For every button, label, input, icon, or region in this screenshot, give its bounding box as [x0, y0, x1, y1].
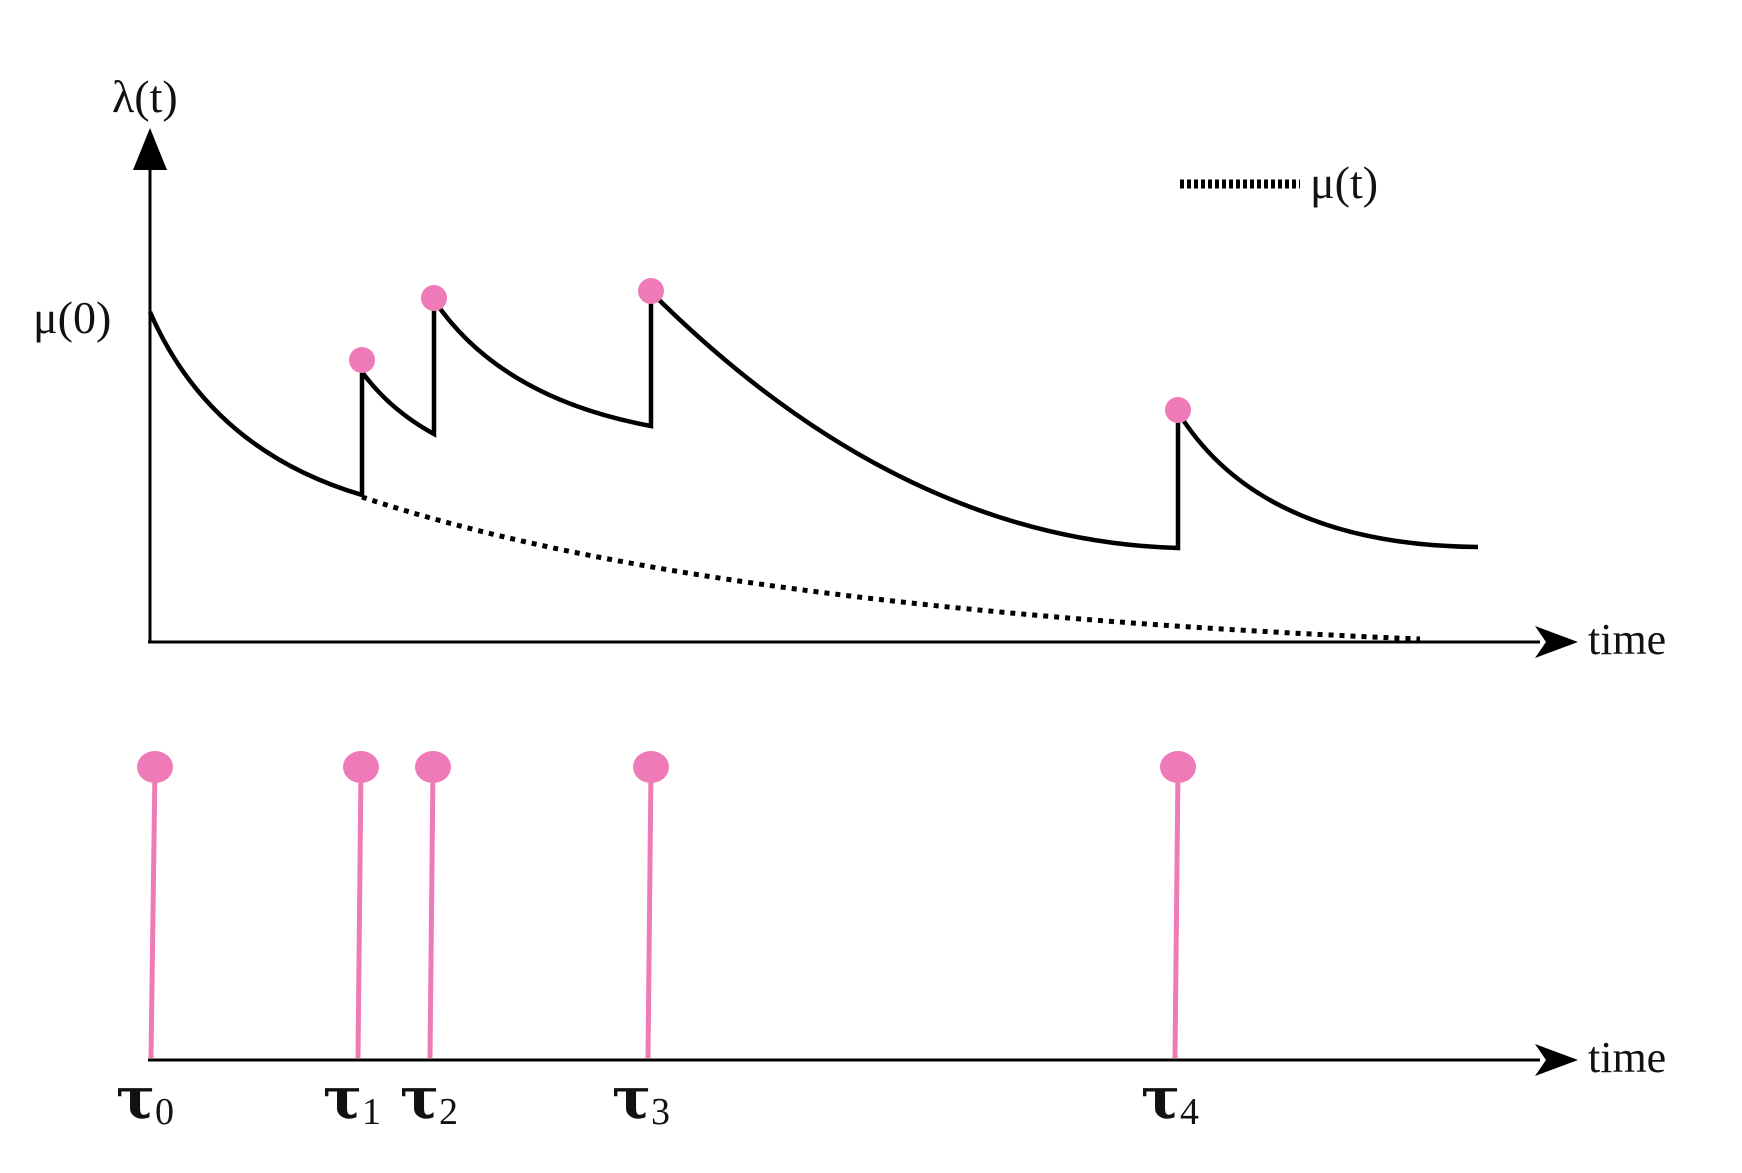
event-marker-4	[1160, 751, 1196, 783]
base-rate-curve	[361, 494, 1421, 642]
events-panel: time τ0 τ1 τ2 τ3 τ4	[116, 751, 1666, 1133]
event-stem-1	[355, 767, 364, 1059]
event-marker-2	[415, 751, 451, 783]
x-axis-bottom-arrowhead	[1535, 1044, 1578, 1076]
event-stem-4	[1172, 767, 1181, 1059]
event-label-tau3: τ3	[612, 1064, 670, 1133]
event-marker-1	[343, 751, 379, 783]
event-marker-3	[633, 751, 669, 783]
intensity-jump-marker-2	[421, 285, 447, 311]
x-axis-label-top: time	[1588, 615, 1666, 664]
event-stem-0	[148, 767, 158, 1059]
event-label-tau1: τ1	[323, 1064, 381, 1133]
event-label-tau0: τ0	[116, 1064, 174, 1133]
legend-label-mu-t: μ(t)	[1310, 157, 1378, 208]
intensity-panel: λ(t) time μ(0) μ(t)	[33, 71, 1666, 664]
event-stem-2	[427, 767, 436, 1059]
event-label-tau2: τ2	[400, 1064, 458, 1133]
x-axis-label-bottom: time	[1588, 1033, 1666, 1082]
intensity-jump-marker-4	[1165, 397, 1191, 423]
y-tick-label-mu0: μ(0)	[33, 292, 111, 343]
y-axis-arrowhead	[133, 128, 167, 170]
x-axis-top-arrowhead	[1535, 626, 1578, 658]
event-stem-3	[645, 767, 654, 1059]
y-axis-label: λ(t)	[112, 71, 178, 122]
event-marker-0	[137, 751, 173, 783]
intensity-curve	[147, 286, 1479, 551]
intensity-jump-marker-3	[638, 278, 664, 304]
intensity-jump-marker-1	[349, 347, 375, 373]
event-label-tau4: τ4	[1141, 1064, 1199, 1133]
